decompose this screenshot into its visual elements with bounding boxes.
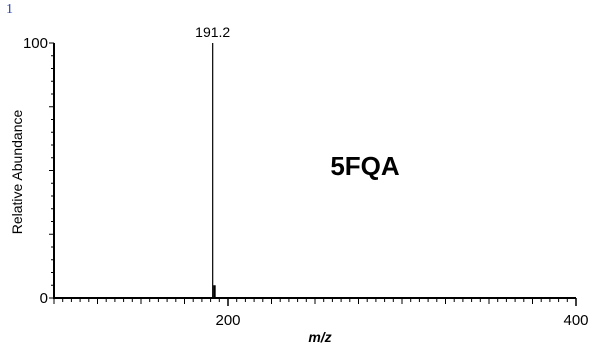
y-tick-label: 0 — [40, 290, 48, 307]
x-tick-label: 200 — [215, 312, 240, 329]
x-axis-title: m/z — [308, 329, 331, 345]
peaks — [212, 43, 216, 298]
x-tick-label: 400 — [563, 312, 588, 329]
x-tick-labels: 200 400 — [215, 298, 589, 329]
compound-label: 5FQA — [330, 151, 400, 181]
y-tick-labels: 0 100 — [23, 35, 48, 307]
peak-labels: 191.2 — [195, 24, 230, 40]
corner-mark: 1 — [6, 2, 13, 17]
peak-label: 191.2 — [195, 24, 230, 40]
y-tick-label: 100 — [23, 35, 48, 52]
y-axis-title: Relative Abundance — [9, 110, 25, 235]
